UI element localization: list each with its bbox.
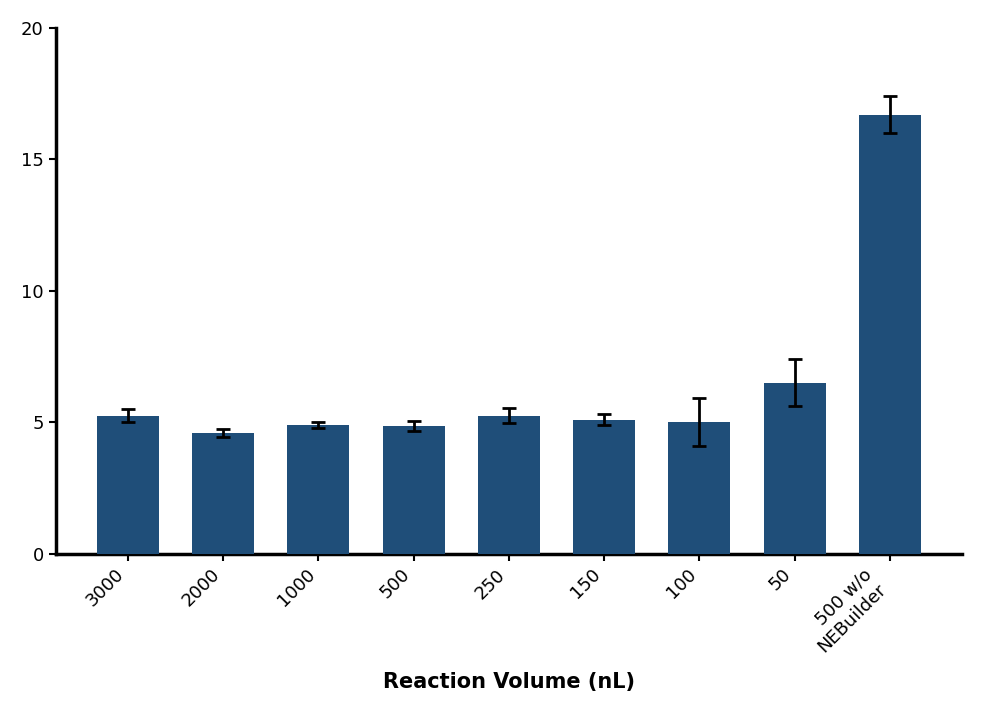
Bar <box>192 433 254 553</box>
Bar <box>382 426 444 553</box>
Bar <box>859 115 921 553</box>
Bar <box>96 416 158 553</box>
Bar <box>573 419 635 553</box>
Bar <box>764 383 826 553</box>
X-axis label: Reaction Volume (nL): Reaction Volume (nL) <box>382 672 635 692</box>
Bar <box>287 425 349 553</box>
Bar <box>478 416 540 553</box>
Bar <box>668 422 730 553</box>
